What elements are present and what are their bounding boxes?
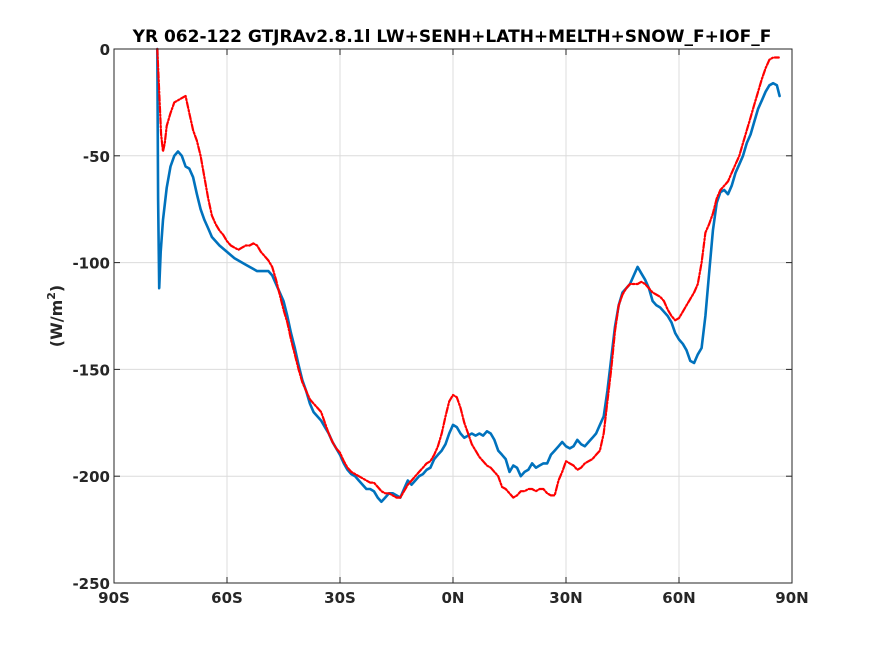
x-tick-label: 90S xyxy=(98,589,130,607)
y-axis-label: (W/m2) xyxy=(45,285,66,347)
y-axis-label-end: ) xyxy=(47,285,66,292)
tick-layer: 90S 60S 30S 0N 30N 60N 90N 0 -50 -100 -150 -200 -250 xyxy=(72,41,808,607)
x-tick-label: 30N xyxy=(549,589,582,607)
series-line-1 xyxy=(156,47,781,504)
y-tick-label: -250 xyxy=(72,575,110,593)
y-tick-label: -100 xyxy=(72,255,110,273)
x-tick-label: 60N xyxy=(662,589,695,607)
x-tick-label: 0N xyxy=(442,589,465,607)
y-tick-label: -150 xyxy=(72,361,110,379)
series-line-2 xyxy=(156,47,780,499)
y-axis-label-text: (W/m xyxy=(47,300,66,347)
y-tick-label: 0 xyxy=(100,41,110,59)
x-tick-label: 60S xyxy=(211,589,243,607)
y-axis-label-superscript: 2 xyxy=(45,292,58,300)
y-tick-label: -200 xyxy=(72,468,110,486)
chart-title: YR 062-122 GTJRAv2.8.1l LW+SENH+LATH+MEL… xyxy=(132,27,772,47)
x-tick-label: 90N xyxy=(775,589,808,607)
x-tick-label: 30S xyxy=(324,589,356,607)
y-tick-label: -50 xyxy=(83,148,110,166)
series-layer xyxy=(156,47,781,504)
